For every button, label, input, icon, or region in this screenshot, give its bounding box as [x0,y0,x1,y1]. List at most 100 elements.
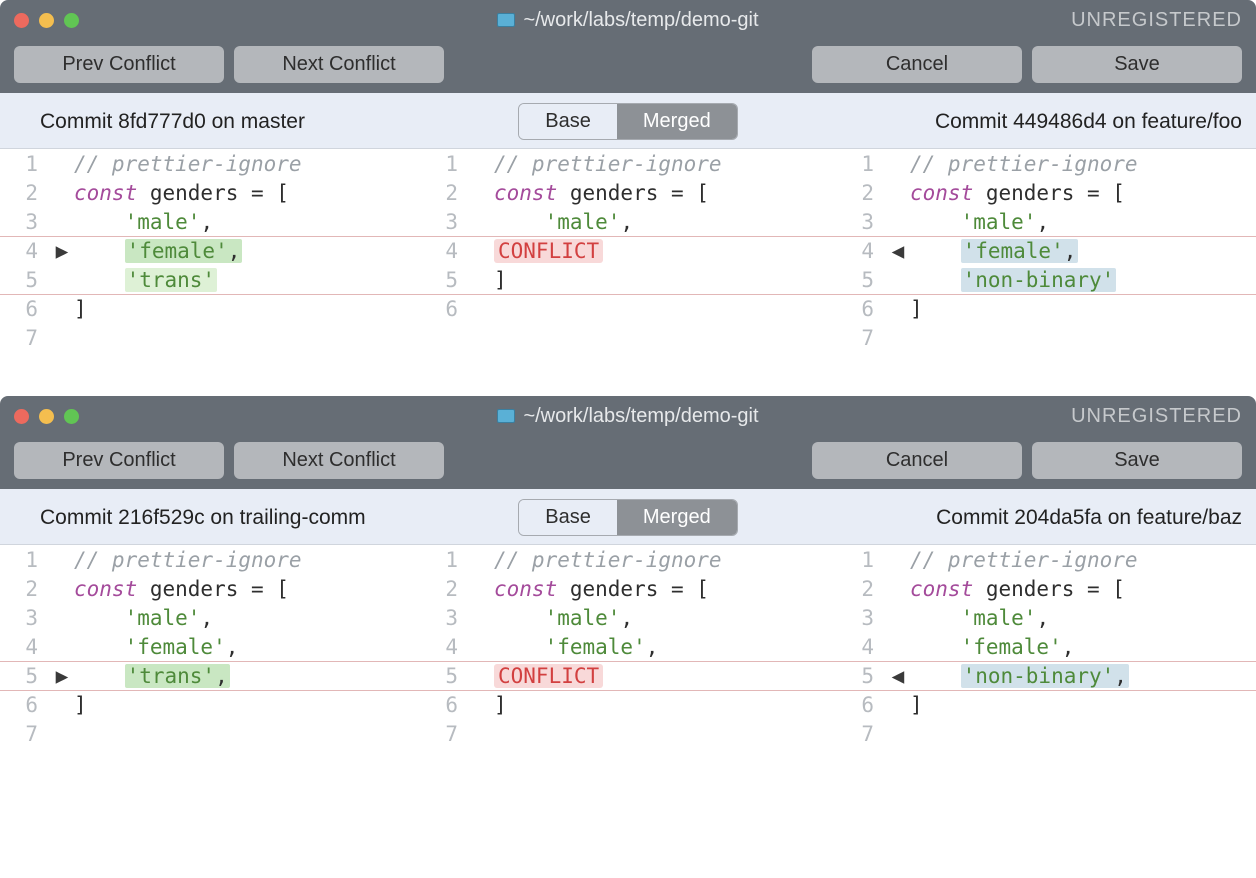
code-row: 1 // prettier-ignore [836,545,1256,574]
window-title: ~/work/labs/temp/demo-git [0,405,1256,428]
line-number: 6 [0,693,50,717]
seg-merged[interactable]: Merged [617,104,737,139]
apply-right-icon[interactable]: ▶ [50,239,74,263]
code-row: 4 'female', [0,632,420,661]
save-button[interactable]: Save [1032,442,1242,479]
line-number: 3 [836,210,886,234]
view-segment: Base Merged [518,499,737,536]
registration-status: UNREGISTERED [1071,9,1242,32]
save-button[interactable]: Save [1032,46,1242,83]
code-row: 1 // prettier-ignore [420,149,836,178]
line-number: 3 [0,210,50,234]
toolbar: Prev Conflict Next Conflict Cancel Save [0,436,1256,489]
line-number: 5 [836,268,886,292]
code-row: 7 [0,323,420,352]
seg-merged[interactable]: Merged [617,500,737,535]
apply-right-icon[interactable]: ▶ [50,664,74,688]
code-text: // prettier-ignore [74,152,420,176]
cancel-button[interactable]: Cancel [812,46,1022,83]
code-text: const genders = [ [74,181,420,205]
folder-icon [497,409,515,423]
line-number: 2 [836,181,886,205]
minimize-icon[interactable] [39,409,54,424]
close-icon[interactable] [14,409,29,424]
line-number: 1 [420,152,470,176]
line-number: 7 [0,326,50,350]
code-row: 3 'male', [420,603,836,632]
next-conflict-button[interactable]: Next Conflict [234,442,444,479]
zoom-icon[interactable] [64,13,79,28]
seg-base[interactable]: Base [519,104,617,139]
apply-left-icon[interactable]: ◀ [886,664,910,688]
line-number: 4 [836,239,886,263]
code-text: 'female', [74,239,420,263]
line-number: 1 [836,548,886,572]
code-row: 4 ▶ 'female', [0,236,420,265]
code-text: 'male', [910,210,1256,234]
code-text: ] [74,693,420,717]
code-row: 3 'male', [836,207,1256,236]
code-row: 6 ] [836,294,1256,323]
prev-conflict-button[interactable]: Prev Conflict [14,442,224,479]
line-number: 7 [0,722,50,746]
code-row: 5 ◀ 'non-binary', [836,661,1256,690]
close-icon[interactable] [14,13,29,28]
code-row: 2 const genders = [ [420,178,836,207]
code-row: 3 'male', [836,603,1256,632]
right-commit-label: Commit 204da5fa on feature/baz [836,489,1256,544]
line-number: 1 [0,548,50,572]
code-text: ] [494,693,836,717]
code-row: 1 // prettier-ignore [836,149,1256,178]
line-number: 4 [420,635,470,659]
code-row: 2 const genders = [ [836,178,1256,207]
code-text: 'male', [494,210,836,234]
line-number: 5 [836,664,886,688]
cancel-button[interactable]: Cancel [812,442,1022,479]
code-text: // prettier-ignore [910,548,1256,572]
code-row: 5 ] [420,265,836,294]
code-text: // prettier-ignore [494,152,836,176]
window-title: ~/work/labs/temp/demo-git [0,9,1256,32]
line-number: 2 [0,181,50,205]
line-number: 5 [420,664,470,688]
line-number: 3 [420,210,470,234]
pane-right: 1 // prettier-ignore 2 const genders = [… [836,149,1256,362]
line-number: 7 [420,722,470,746]
line-number: 2 [0,577,50,601]
line-number: 1 [836,152,886,176]
code-row: 7 [420,719,836,748]
prev-conflict-button[interactable]: Prev Conflict [14,46,224,83]
title-path: ~/work/labs/temp/demo-git [523,405,758,428]
right-commit-label: Commit 449486d4 on feature/foo [836,93,1256,148]
next-conflict-button[interactable]: Next Conflict [234,46,444,83]
title-path: ~/work/labs/temp/demo-git [523,9,758,32]
code-text: const genders = [ [74,577,420,601]
code-row: 2 const genders = [ [0,178,420,207]
code-text: // prettier-ignore [494,548,836,572]
code-row: 6 [420,294,836,323]
line-number: 6 [836,693,886,717]
zoom-icon[interactable] [64,409,79,424]
conflict-sep [0,294,1256,295]
code-row: 6 ] [836,690,1256,719]
code-row: 5 ▶ 'trans', [0,661,420,690]
code-text: ] [74,297,420,321]
code-text: CONFLICT [494,664,836,688]
code-row: 2 const genders = [ [420,574,836,603]
line-number: 6 [0,297,50,321]
minimize-icon[interactable] [39,13,54,28]
code-grid: 1 // prettier-ignore 2 const genders = [… [0,149,1256,362]
code-row: 3 'male', [0,603,420,632]
code-row: 7 [836,323,1256,352]
apply-left-icon[interactable]: ◀ [886,239,910,263]
code-row: 1 // prettier-ignore [420,545,836,574]
code-text: const genders = [ [494,181,836,205]
line-number: 4 [836,635,886,659]
code-text: const genders = [ [494,577,836,601]
line-number: 1 [0,152,50,176]
pane-mid: 1 // prettier-ignore 2 const genders = [… [420,545,836,758]
seg-base[interactable]: Base [519,500,617,535]
merge-window: ~/work/labs/temp/demo-git UNREGISTERED P… [0,0,1256,362]
code-row: 6 ] [0,294,420,323]
code-row: 4 CONFLICT [420,236,836,265]
